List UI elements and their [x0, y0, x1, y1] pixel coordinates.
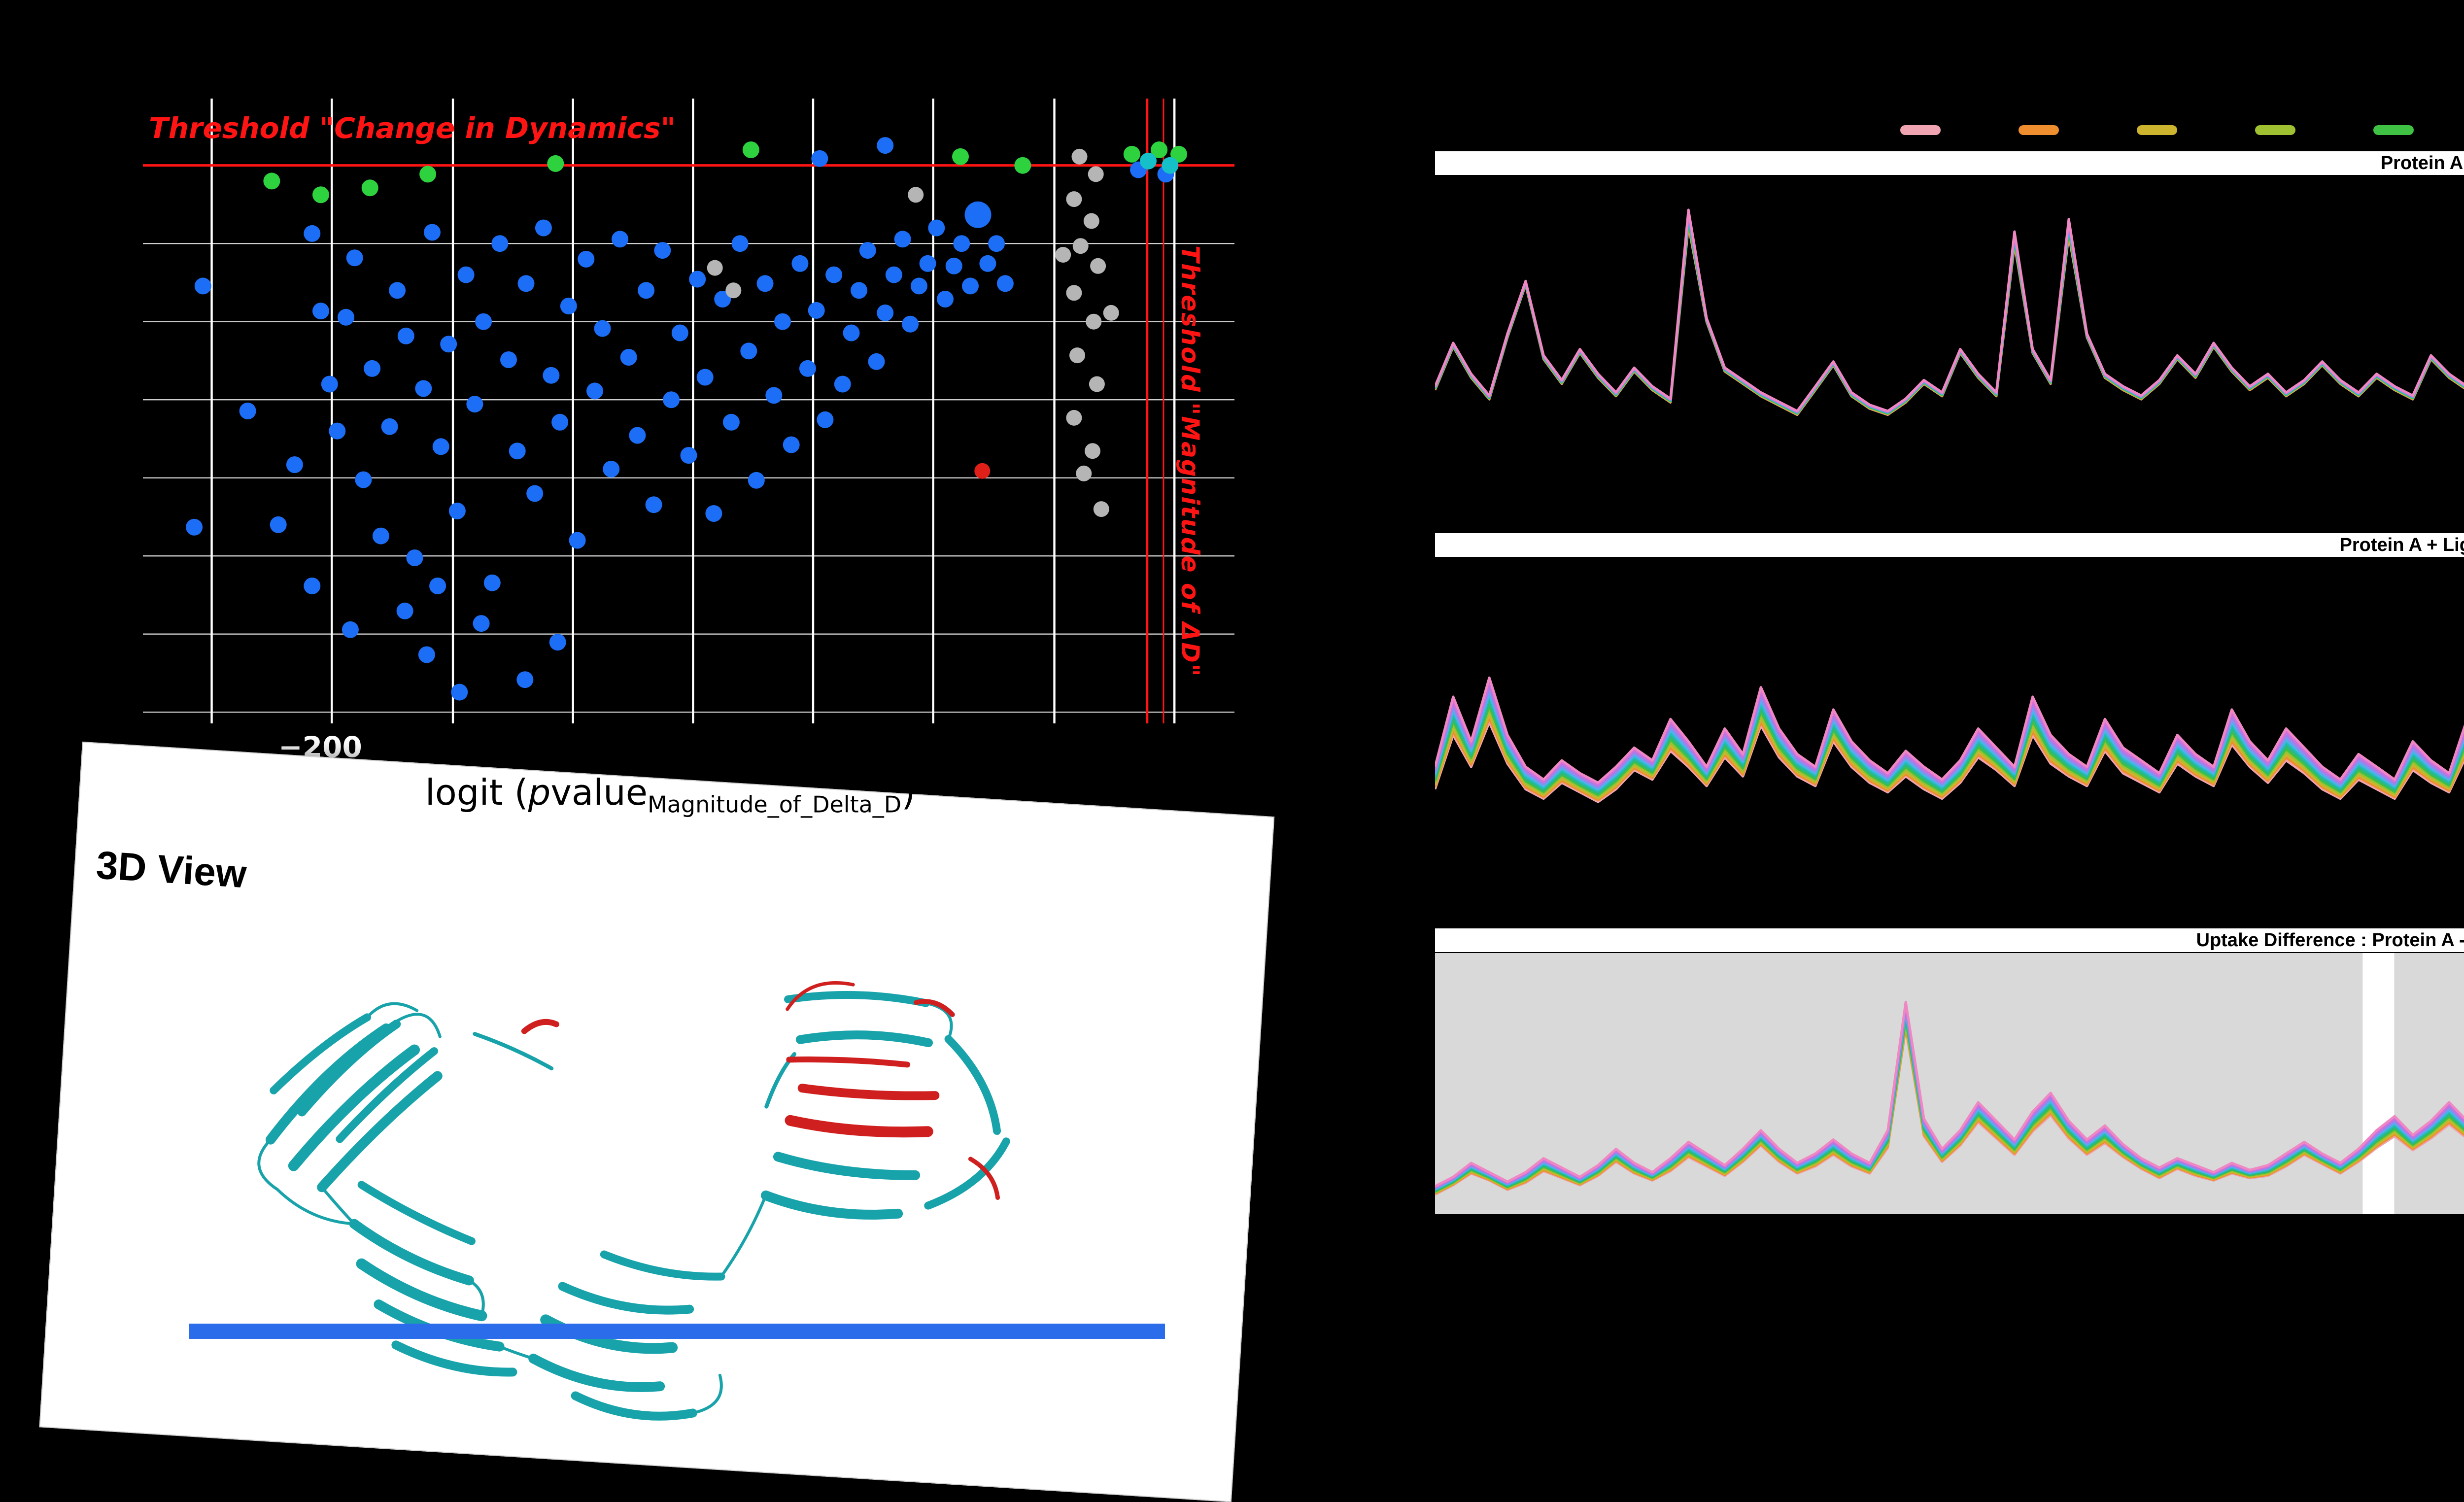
panel-title-protein-a: Protein A	[1435, 151, 2464, 175]
axis-label-subscript: Magnitude_of_Delta_D	[648, 791, 902, 818]
uptake-chart-1[interactable]	[1435, 557, 2464, 913]
uptake-chart-0[interactable]	[1435, 176, 2464, 522]
3d-view-panel: 3D View	[39, 742, 1275, 1502]
volcano-chart[interactable]	[143, 99, 1234, 723]
axis-label-value: value	[550, 772, 648, 813]
threshold-change-in-dynamics-label: Threshold "Change in Dynamics"	[149, 111, 676, 145]
panel-title-protein-a-ligand: Protein A + Ligand	[1435, 533, 2464, 557]
axis-label-p: p	[528, 772, 551, 813]
legend-swatch[interactable]	[2137, 125, 2177, 135]
x-axis-label: logit (pvalueMagnitude_of_Delta_D)	[419, 772, 922, 818]
3d-view-title: 3D View	[95, 843, 248, 896]
bottom-blue-bar	[189, 1324, 1165, 1339]
uptake-chart-2[interactable]	[1435, 953, 2464, 1214]
timepoint-legend	[1900, 125, 2464, 135]
threshold-magnitude-label: Threshold "Magnitude of ΔD"	[1176, 245, 1204, 678]
legend-swatch[interactable]	[2019, 125, 2059, 135]
panel-title-uptake-difference: Uptake Difference : Protein A - (Protein…	[1435, 928, 2464, 952]
axis-label-suffix: )	[901, 772, 916, 813]
protein-structure-graphic[interactable]	[184, 899, 1102, 1471]
legend-swatch[interactable]	[2255, 125, 2295, 135]
legend-swatch[interactable]	[1900, 125, 1941, 135]
axis-label-prefix: logit (	[425, 772, 528, 813]
volcano-plot-section: Threshold "Change in Dynamics" Threshold…	[143, 99, 1234, 723]
legend-swatch[interactable]	[2373, 125, 2414, 135]
